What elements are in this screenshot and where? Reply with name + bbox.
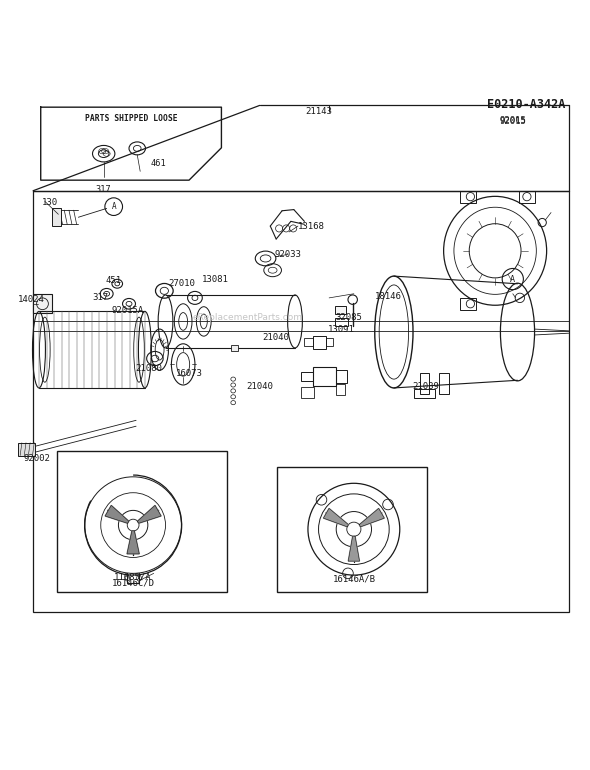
Text: 13091: 13091 <box>327 325 354 333</box>
Text: eReplacementParts.com: eReplacementParts.com <box>193 313 303 322</box>
Bar <box>519 191 535 203</box>
Bar <box>336 370 347 383</box>
Text: 92002: 92002 <box>23 454 50 463</box>
Polygon shape <box>105 505 129 524</box>
Bar <box>336 384 345 395</box>
Text: 92015A: 92015A <box>112 306 143 316</box>
Text: 21040: 21040 <box>247 382 274 390</box>
Text: 130: 130 <box>42 198 58 207</box>
Bar <box>301 372 313 381</box>
Text: 21040: 21040 <box>263 333 290 343</box>
Text: 21039: 21039 <box>413 382 440 390</box>
Bar <box>57 451 227 592</box>
Text: 13168: 13168 <box>298 222 325 230</box>
Text: 317: 317 <box>96 185 112 194</box>
Text: 92015: 92015 <box>500 116 527 125</box>
Bar <box>326 339 333 346</box>
Bar <box>439 373 448 393</box>
Text: 92015: 92015 <box>500 117 527 126</box>
Text: 11085/A: 11085/A <box>114 573 152 582</box>
Text: 18146: 18146 <box>375 292 401 301</box>
Bar <box>335 319 348 326</box>
Bar <box>53 209 61 226</box>
Bar <box>33 294 52 313</box>
Text: 451: 451 <box>106 276 122 285</box>
Polygon shape <box>127 531 139 554</box>
Bar <box>420 373 429 393</box>
Text: A: A <box>112 203 116 211</box>
Text: 21080: 21080 <box>135 364 162 373</box>
Text: 16146C/D: 16146C/D <box>112 578 155 588</box>
Bar <box>313 336 326 349</box>
Bar <box>313 367 336 387</box>
Polygon shape <box>348 536 359 561</box>
Polygon shape <box>323 508 349 527</box>
Text: 317: 317 <box>92 293 108 303</box>
Bar <box>301 387 314 398</box>
Polygon shape <box>359 508 384 527</box>
Bar <box>18 443 35 456</box>
Text: 16073: 16073 <box>176 369 203 378</box>
Bar <box>304 339 313 346</box>
Text: PARTS SHIPPED LOOSE: PARTS SHIPPED LOOSE <box>85 114 178 123</box>
Text: 461: 461 <box>150 159 166 168</box>
Text: 16146A/B: 16146A/B <box>332 574 375 584</box>
Polygon shape <box>137 505 161 524</box>
Text: 27010: 27010 <box>169 280 195 288</box>
Text: 32085: 32085 <box>335 313 362 323</box>
Bar <box>460 298 476 310</box>
Text: 92033: 92033 <box>274 249 301 259</box>
Bar <box>33 191 569 611</box>
Text: A: A <box>510 275 515 283</box>
Text: 21143: 21143 <box>306 107 333 116</box>
Bar <box>277 467 427 592</box>
Bar <box>414 389 435 398</box>
Bar <box>335 306 346 314</box>
Bar <box>460 191 476 203</box>
Text: 13081: 13081 <box>202 275 229 283</box>
Text: 14024: 14024 <box>18 295 45 304</box>
Bar <box>231 345 238 351</box>
Text: E0210-A342A: E0210-A342A <box>487 98 566 111</box>
